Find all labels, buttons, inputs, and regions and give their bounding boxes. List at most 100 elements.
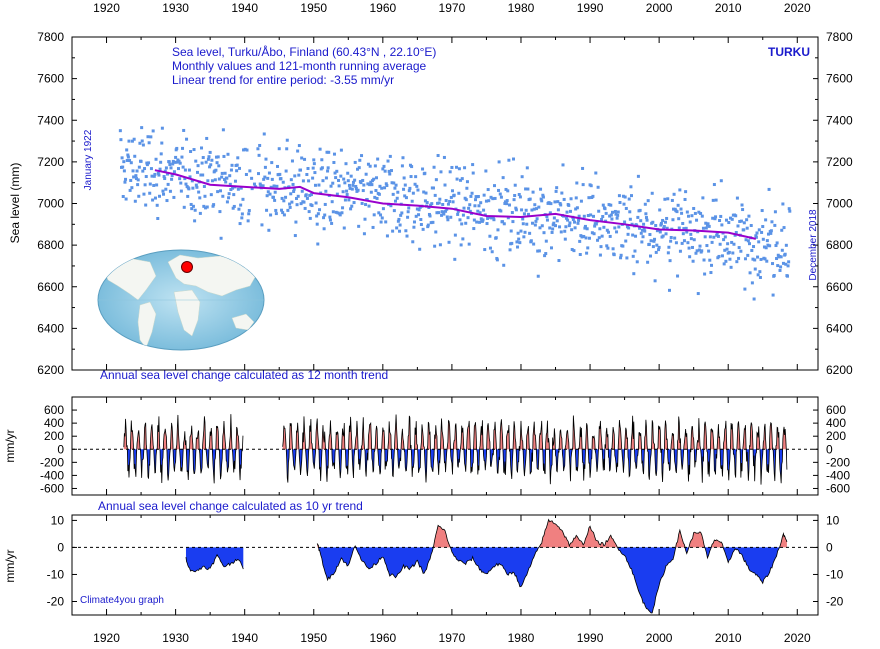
bottom-x-tick-label: 1980 xyxy=(508,631,535,645)
sea-level-point xyxy=(388,154,392,158)
sea-level-point xyxy=(239,186,243,190)
sea-level-point xyxy=(318,208,322,212)
sea-level-point xyxy=(470,191,474,195)
sea-level-point xyxy=(373,164,377,168)
top-x-tick-label: 1980 xyxy=(508,1,535,15)
sea-level-point xyxy=(730,240,734,244)
sea-level-point xyxy=(757,228,761,232)
sea-level-point xyxy=(252,182,256,186)
sea-level-point xyxy=(752,297,756,301)
sea-level-point xyxy=(464,221,468,225)
sea-level-point xyxy=(163,177,167,181)
sea-level-point xyxy=(312,162,316,166)
sea-level-point xyxy=(605,228,609,232)
sea-level-point xyxy=(299,168,303,172)
sea-level-point xyxy=(236,156,240,160)
sea-level-point xyxy=(448,199,452,203)
sea-level-point xyxy=(729,265,733,269)
sea-level-point xyxy=(740,203,744,207)
sea-level-point xyxy=(220,171,224,175)
sea-level-point xyxy=(305,173,309,177)
bottom-x-tick-label: 1970 xyxy=(439,631,466,645)
y-tick-label: 200 xyxy=(44,429,64,443)
sea-level-point xyxy=(305,196,309,200)
credit-label: Climate4you graph xyxy=(80,595,164,606)
sea-level-point xyxy=(487,199,491,203)
sea-level-point xyxy=(281,180,285,184)
sea-level-point xyxy=(570,247,574,251)
sea-level-point xyxy=(722,262,726,266)
sea-level-point xyxy=(275,164,279,168)
sea-level-point xyxy=(457,191,461,195)
sea-level-point xyxy=(154,157,158,161)
sea-level-point xyxy=(294,196,298,200)
sea-level-point xyxy=(345,193,349,197)
sea-level-point xyxy=(223,171,227,175)
sea-level-point xyxy=(735,260,739,264)
sea-level-point xyxy=(597,209,601,213)
sea-level-point xyxy=(340,211,344,215)
sea-level-point xyxy=(467,242,471,246)
sea-level-point xyxy=(601,203,605,207)
sea-level-point xyxy=(190,207,194,211)
sea-level-point xyxy=(191,204,195,208)
sea-level-point xyxy=(435,211,439,215)
sea-level-point xyxy=(218,210,222,214)
sea-level-point xyxy=(181,146,185,150)
sea-level-point xyxy=(198,196,202,200)
sea-level-point xyxy=(240,216,244,220)
sea-level-point xyxy=(698,244,702,248)
sea-level-point xyxy=(179,181,183,185)
sea-level-point xyxy=(377,211,381,215)
sea-level-point xyxy=(507,158,511,162)
sea-level-point xyxy=(261,184,265,188)
sea-level-point xyxy=(706,222,710,226)
sea-level-point xyxy=(775,257,779,261)
sea-level-point xyxy=(723,235,727,239)
sea-level-point xyxy=(314,201,318,205)
decadal-change-outline xyxy=(185,553,244,573)
sea-level-point xyxy=(488,234,492,238)
sea-level-point xyxy=(783,252,787,256)
sea-level-point xyxy=(718,219,722,223)
sea-level-point xyxy=(685,210,689,214)
sea-level-point xyxy=(228,174,232,178)
sea-level-point xyxy=(438,197,442,201)
sea-level-point xyxy=(333,171,337,175)
sea-level-point xyxy=(426,225,430,229)
sea-level-point xyxy=(533,223,537,227)
sea-level-point xyxy=(128,188,132,192)
sea-level-point xyxy=(401,156,405,160)
sea-level-point xyxy=(625,256,629,260)
sea-level-point xyxy=(389,169,393,173)
sea-level-point xyxy=(170,177,174,181)
sea-level-point xyxy=(613,209,617,213)
sea-level-point xyxy=(330,200,334,204)
sea-level-point xyxy=(337,178,341,182)
sea-level-point xyxy=(768,244,772,248)
sea-level-point xyxy=(692,206,696,210)
sea-level-point xyxy=(687,246,691,250)
sea-level-point xyxy=(209,193,213,197)
sea-level-point xyxy=(514,206,518,210)
sea-level-point xyxy=(621,244,625,248)
sea-level-point xyxy=(563,229,567,233)
sea-level-point xyxy=(130,139,134,143)
sea-level-point xyxy=(320,166,324,170)
sea-level-point xyxy=(436,154,440,158)
bottom-x-tick-label: 1930 xyxy=(162,631,189,645)
sea-level-point xyxy=(464,198,468,202)
sea-level-point xyxy=(493,184,497,188)
sea-level-point xyxy=(608,214,612,218)
y-tick-label: 6600 xyxy=(37,280,64,294)
sea-level-point xyxy=(274,212,278,216)
sea-level-point xyxy=(545,215,549,219)
sea-level-point xyxy=(691,259,695,263)
sea-level-point xyxy=(385,234,389,238)
sea-level-point xyxy=(524,187,528,191)
sea-level-point xyxy=(177,159,181,163)
sea-level-point xyxy=(368,183,372,187)
sea-level-point xyxy=(364,172,368,176)
top-x-tick-label: 1940 xyxy=(231,1,258,15)
